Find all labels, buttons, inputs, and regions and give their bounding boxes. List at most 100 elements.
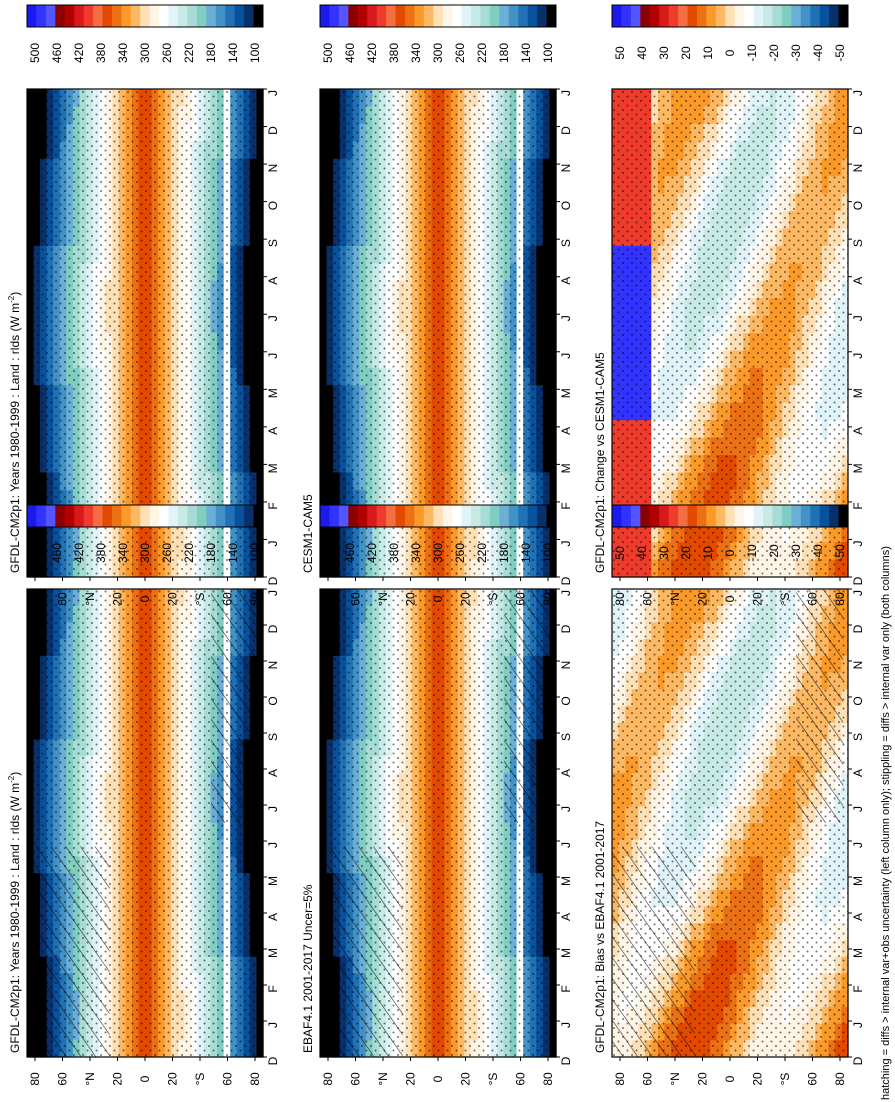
hatching-overlay	[320, 846, 403, 1057]
hatching-overlay	[27, 846, 110, 1057]
month-label: D	[266, 126, 280, 135]
lat-label: °S	[193, 1073, 207, 1086]
month-label: A	[559, 913, 573, 921]
panel-title: GFDL-CM2p1: Years 1980-1999 : Land : rld…	[7, 292, 22, 573]
month-label: D	[266, 624, 280, 633]
lat-label: 0	[431, 1075, 445, 1082]
lat-label: °N	[83, 1072, 97, 1085]
lat-label: 80	[248, 592, 262, 606]
lat-label: 60	[56, 592, 70, 606]
month-label: F	[266, 985, 280, 992]
title-end: )	[8, 292, 22, 296]
month-label: M	[559, 948, 573, 958]
month-label: D	[559, 126, 573, 135]
lat-label: 20	[111, 592, 125, 606]
month-label: O	[559, 201, 573, 210]
title-superscript: -2	[7, 775, 16, 783]
month-label: A	[266, 277, 280, 285]
month-label: J	[266, 590, 280, 596]
month-label: D	[266, 576, 280, 585]
stippling-overlay	[320, 89, 556, 577]
month-label: D	[559, 1056, 573, 1065]
month-label: J	[559, 590, 573, 596]
lat-label: 80	[541, 592, 555, 606]
month-label: M	[266, 948, 280, 958]
month-label: N	[266, 164, 280, 173]
stippling-overlay	[27, 89, 263, 577]
month-label: J	[559, 1022, 573, 1028]
month-label: A	[559, 769, 573, 777]
lat-label: 80	[28, 592, 42, 606]
lat-label: 60	[514, 592, 528, 606]
month-label: J	[559, 540, 573, 546]
month-label: A	[559, 277, 573, 285]
lat-label: 20	[459, 592, 473, 606]
lat-label: 20	[111, 1072, 125, 1086]
month-label: F	[559, 502, 573, 509]
month-label: N	[266, 661, 280, 670]
month-label: D	[559, 576, 573, 585]
title-end: )	[8, 772, 22, 776]
lat-label: °N	[376, 592, 390, 605]
month-label: O	[266, 201, 280, 210]
month-label: J	[559, 315, 573, 321]
month-label: D	[559, 624, 573, 633]
month-label: J	[266, 315, 280, 321]
month-label: M	[266, 463, 280, 473]
lat-label: 0	[138, 1075, 152, 1082]
lat-label: °S	[486, 1073, 500, 1086]
lat-label: 0	[138, 595, 152, 602]
month-label: F	[266, 502, 280, 509]
month-label: N	[559, 164, 573, 173]
month-label: A	[559, 427, 573, 435]
month-label: J	[266, 90, 280, 96]
month-label: N	[559, 661, 573, 670]
lat-label: °N	[376, 1072, 390, 1085]
lat-label: 80	[28, 1072, 42, 1086]
month-label: J	[559, 90, 573, 96]
month-label: A	[266, 769, 280, 777]
month-label: J	[559, 842, 573, 848]
month-label: J	[559, 806, 573, 812]
hatching-overlay	[211, 589, 259, 823]
panel-title: EBAF4.1 2001-2017 Uncer=5%	[301, 884, 315, 1053]
lat-label: 20	[166, 1072, 180, 1086]
panel-title: CESM1-CAM5	[301, 494, 315, 573]
lat-label: 20	[404, 592, 418, 606]
month-label: M	[559, 388, 573, 398]
month-label: S	[559, 733, 573, 741]
month-label: D	[266, 1056, 280, 1065]
month-label: J	[266, 842, 280, 848]
month-label: A	[266, 427, 280, 435]
lat-label: °S	[486, 593, 500, 606]
lat-label: 20	[404, 1072, 418, 1086]
month-label: M	[266, 876, 280, 886]
lat-label: 80	[321, 592, 335, 606]
panel-title: GFDL-CM2p1: Years 1980-1999 : Land : rld…	[7, 772, 22, 1053]
month-label: S	[266, 239, 280, 247]
lat-label: 0	[431, 595, 445, 602]
month-label: S	[559, 239, 573, 247]
month-label: S	[266, 733, 280, 741]
lat-label: 20	[166, 592, 180, 606]
month-label: J	[559, 353, 573, 359]
month-label: J	[266, 353, 280, 359]
title-superscript: -2	[7, 295, 16, 303]
lat-label: 80	[321, 1072, 335, 1086]
lat-label: 60	[514, 1072, 528, 1086]
hatching-overlay	[504, 589, 552, 823]
month-label: J	[266, 540, 280, 546]
lat-label: 60	[349, 1072, 363, 1086]
lat-label: 60	[349, 592, 363, 606]
month-label: O	[266, 696, 280, 705]
lat-label: 60	[221, 592, 235, 606]
month-label: M	[559, 463, 573, 473]
month-label: F	[559, 985, 573, 992]
